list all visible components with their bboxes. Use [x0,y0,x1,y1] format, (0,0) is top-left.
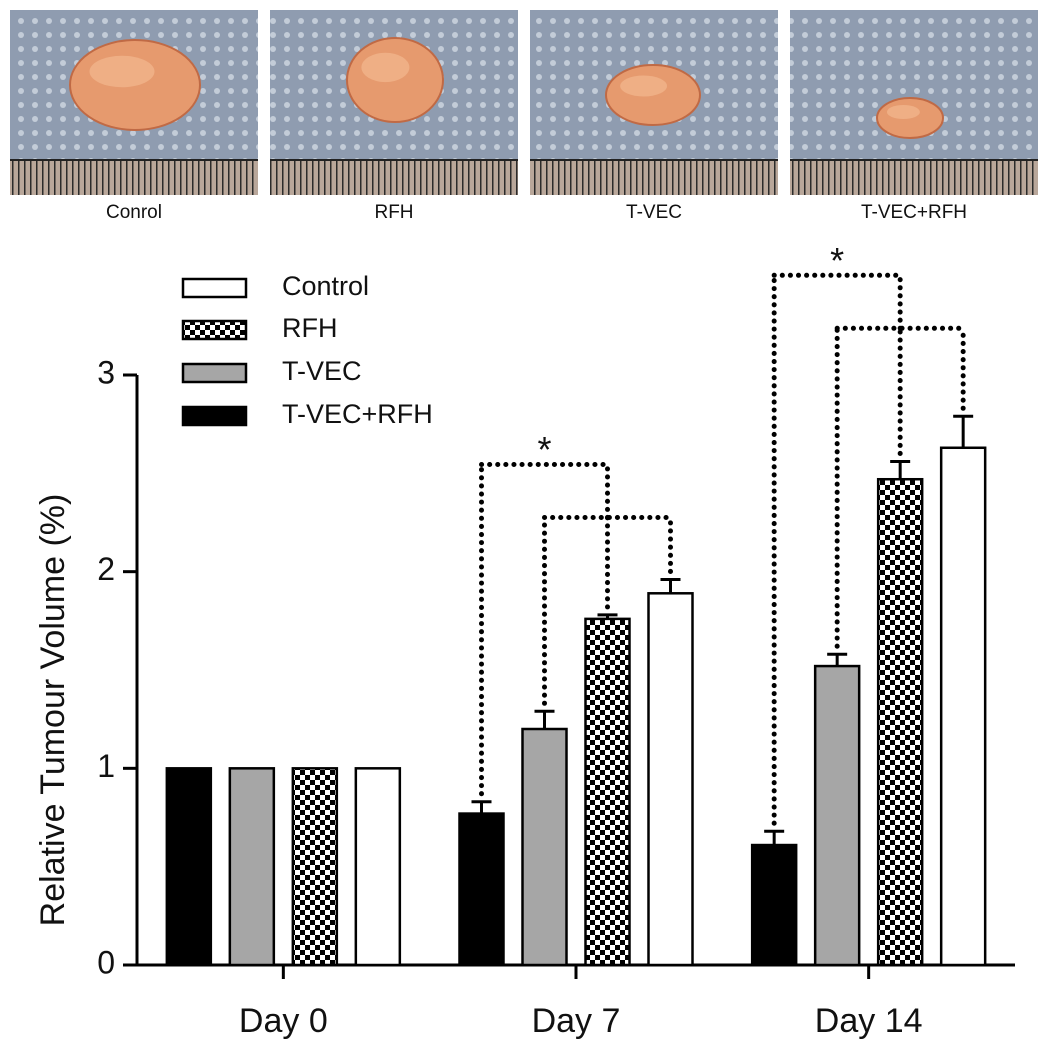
tumour-highlight [89,55,155,88]
bar [750,843,798,967]
legend-label: T-VEC [282,356,362,386]
bar [165,767,213,967]
photo-ruler [270,160,518,195]
x-tick-label: Day 0 [239,1002,328,1040]
bar [354,767,402,967]
bar [458,812,505,967]
bar [647,592,694,967]
photo-label: T-VEC+RFH [861,202,967,223]
photo-row: Conrol RFH T-VEC T-VEC+RFH [10,10,1038,223]
photo-label: T-VEC [626,202,682,223]
y-tick-label: 3 [97,354,115,390]
photo-ruler [530,160,778,195]
significance-mark: * [830,240,844,281]
bar [291,767,339,967]
y-tick-label: 0 [97,944,115,980]
photo-ruler [10,160,258,195]
tumour-highlight [620,75,668,97]
tumour-highlight [886,105,920,119]
photo-label: Conrol [106,202,162,223]
y-tick-label: 1 [97,748,115,784]
legend-label: Control [282,271,369,301]
x-tick-label: Day 7 [532,1002,621,1040]
bar [228,767,276,967]
photo-ruler [790,160,1038,195]
legend-swatch [181,362,248,384]
bar [939,446,987,967]
legend-swatch [181,319,248,341]
bar [584,617,631,967]
legend-label: T-VEC+RFH [282,399,433,429]
bar [876,477,924,967]
significance-mark: * [537,429,551,470]
y-tick-label: 2 [97,551,115,587]
y-axis-label: Relative Tumour Volume (%) [34,494,72,927]
photo-label: RFH [374,202,413,223]
bar [521,727,568,967]
legend-swatch [181,405,248,427]
legend-label: RFH [282,313,338,343]
chart: 0 1 2 3 Relative Tumour Volume (%) Day 0 Day 7… [34,240,1015,1040]
x-tick-label: Day 14 [815,1002,923,1040]
bar [813,664,861,967]
legend-swatch [181,277,248,299]
tumour-highlight [361,52,410,83]
